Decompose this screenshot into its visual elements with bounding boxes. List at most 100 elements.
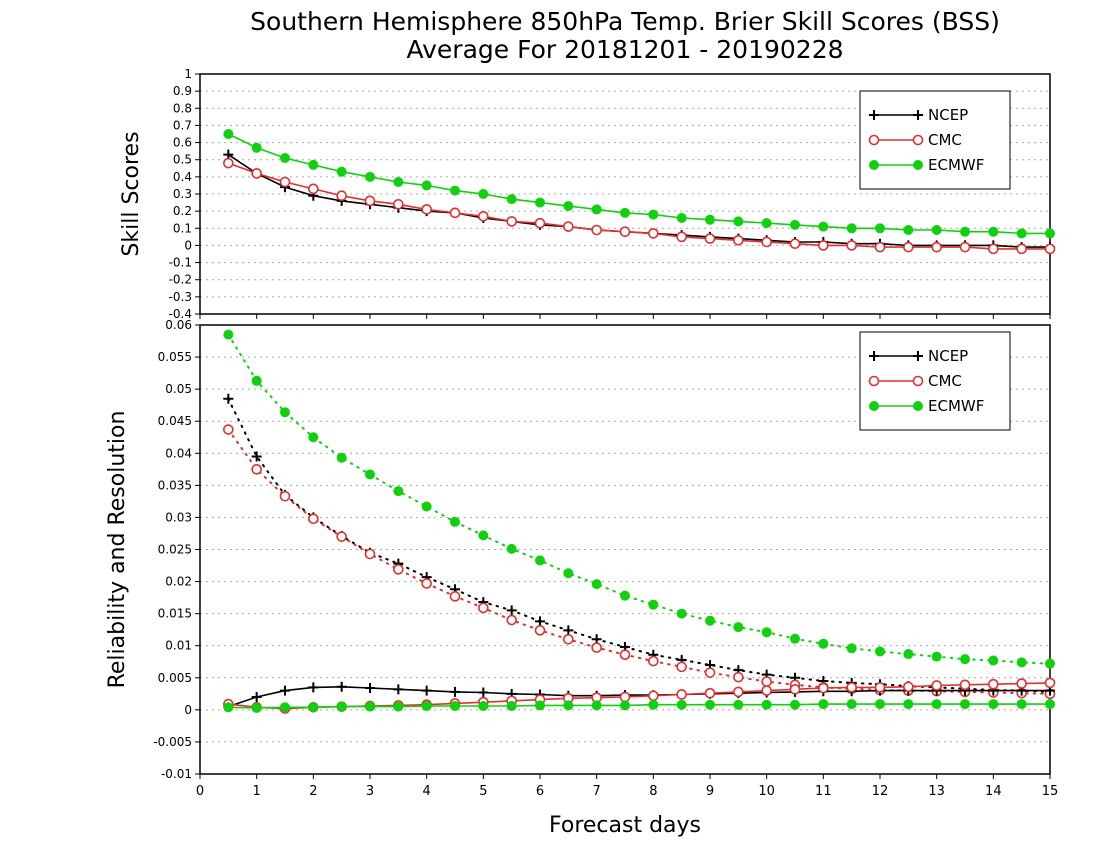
data-point	[393, 684, 404, 695]
y-axis-label: Reliability and Resolution	[105, 411, 130, 689]
data-point	[846, 682, 857, 693]
y-tick-label: 0.4	[173, 170, 192, 184]
data-point	[280, 685, 290, 696]
data-point	[903, 241, 914, 253]
data-point	[733, 671, 744, 683]
y-tick-label: 0.5	[173, 153, 192, 167]
data-point	[450, 185, 460, 196]
chart-title-line1: Southern Hemisphere 850hPa Temp. Brier S…	[250, 7, 1000, 36]
data-point	[705, 214, 715, 225]
x-tick-label: 3	[366, 784, 374, 799]
data-point	[846, 643, 857, 654]
data-point	[704, 687, 716, 699]
data-point	[988, 226, 999, 237]
data-point	[535, 616, 545, 627]
data-point	[619, 691, 631, 703]
y-tick-label: 0.8	[173, 101, 192, 115]
data-point	[676, 661, 687, 673]
data-point	[563, 700, 574, 711]
chart-panels: -0.4 -0.3 -0.2 -0.1 0 0.1 0.2 0.3 0.4 0.5 0.6 0.7 0.…	[105, 67, 1058, 799]
data-point	[478, 701, 489, 712]
data-point	[931, 680, 942, 691]
data-point	[648, 209, 659, 220]
legend-marker	[869, 351, 879, 361]
data-point	[733, 216, 744, 227]
x-tick-label: 15	[1042, 784, 1059, 799]
series-cmc-solid	[223, 677, 1056, 714]
data-point	[676, 608, 687, 619]
data-point	[563, 625, 574, 636]
x-tick-label: 4	[423, 784, 431, 799]
y-tick-label: -0.3	[169, 290, 192, 304]
y-tick-label: 0.005	[158, 671, 192, 685]
data-point	[393, 564, 404, 575]
y-tick-label: 0.025	[158, 543, 192, 557]
legend-marker	[912, 134, 924, 146]
legend-marker	[913, 351, 923, 361]
data-point	[591, 224, 602, 236]
data-point	[591, 579, 602, 590]
data-point	[648, 690, 659, 702]
data-point	[903, 225, 914, 235]
series-line	[227, 397, 1051, 693]
data-point	[733, 686, 744, 698]
data-point	[960, 699, 970, 710]
data-point	[704, 667, 716, 678]
x-tick-label: 5	[479, 784, 487, 799]
data-point	[875, 223, 885, 234]
data-point	[223, 157, 234, 169]
data-point	[1044, 677, 1056, 689]
data-point	[393, 486, 404, 497]
y-tick-label: -0.2	[169, 273, 192, 287]
data-point	[506, 701, 517, 712]
data-point	[705, 615, 715, 626]
data-point	[761, 236, 772, 248]
y-tick-label: 0.04	[165, 446, 192, 460]
x-tick-label: 6	[536, 784, 544, 799]
data-point	[988, 243, 999, 255]
data-point	[506, 216, 517, 227]
data-point	[251, 168, 262, 179]
x-tick-label: 14	[985, 784, 1002, 799]
y-tick-label: 0.035	[158, 478, 192, 492]
data-point	[620, 700, 630, 711]
data-point	[421, 685, 432, 696]
plot-frame	[199, 324, 1051, 775]
data-point	[988, 655, 999, 666]
data-point	[223, 329, 234, 340]
y-tick-label: 0.1	[173, 221, 192, 235]
legend-marker	[912, 375, 924, 387]
data-point	[790, 219, 800, 230]
legend-entry-ecmwf: ECMWF	[928, 397, 984, 415]
y-tick-label: -0.4	[169, 307, 192, 321]
legend-entry-ncep: NCEP	[928, 106, 968, 124]
data-point	[1016, 678, 1027, 689]
legend-entry-cmc: CMC	[928, 372, 962, 390]
data-point	[336, 701, 347, 712]
data-point	[874, 241, 886, 253]
data-point	[676, 213, 687, 223]
x-tick-label: 9	[706, 784, 714, 799]
data-point	[506, 194, 517, 205]
data-point	[336, 531, 347, 542]
data-point	[846, 699, 857, 710]
y-tick-label: 0.7	[173, 118, 192, 132]
data-point	[421, 578, 432, 589]
data-point	[450, 516, 460, 527]
data-point	[280, 702, 290, 713]
data-point	[1016, 243, 1027, 255]
series-ecmwf-solid	[223, 129, 1055, 239]
data-point	[421, 701, 432, 712]
data-point	[903, 681, 914, 693]
y-tick-label: 0.3	[173, 187, 192, 201]
data-point	[223, 424, 234, 435]
data-point	[421, 204, 432, 215]
data-point	[705, 699, 715, 710]
data-point	[931, 225, 942, 235]
data-point	[959, 679, 971, 691]
chart-title-line2: Average For 20181201 - 20190228	[406, 35, 843, 64]
series-line	[227, 428, 1051, 695]
data-point	[988, 678, 999, 690]
data-point	[251, 464, 262, 475]
